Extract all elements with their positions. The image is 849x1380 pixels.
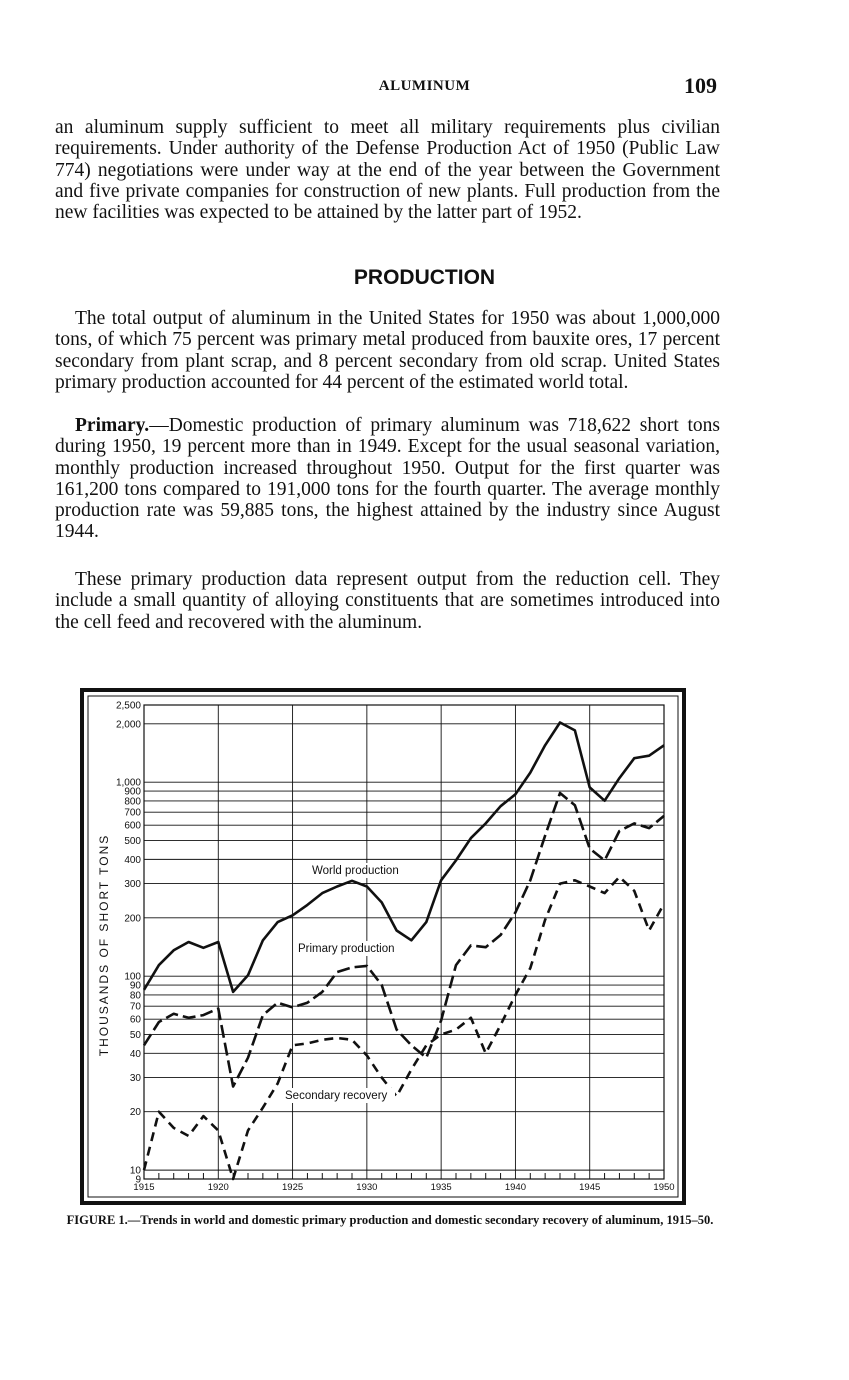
y-axis-label: THOUSANDS OF SHORT TONS: [97, 834, 111, 1056]
label-backdrop: [296, 941, 408, 956]
paragraph: Primary.—Domestic production of primary …: [55, 415, 720, 543]
y-tick-label: 400: [124, 855, 141, 866]
frame-inner: [87, 695, 679, 1198]
x-tick-label: 1920: [208, 1182, 229, 1193]
plot-area: [143, 704, 665, 1180]
series-line: [142, 721, 665, 994]
label-backdrop: [283, 1088, 395, 1103]
paragraph: The total output of aluminum in the Unit…: [55, 308, 720, 393]
y-tick-label: 1,000: [116, 778, 141, 789]
y-tick-label: 500: [124, 836, 141, 847]
x-tick-label: 1930: [356, 1182, 377, 1193]
figure-caption: FIGURE 1.—Trends in world and domestic p…: [66, 1213, 714, 1227]
running-title: ALUMINUM: [378, 78, 471, 94]
series-label: Primary production: [298, 943, 395, 955]
series-line: [142, 791, 665, 1088]
series-label: Secondary recovery: [285, 1090, 388, 1102]
y-tick-label: 300: [124, 879, 141, 890]
page-number: 109: [684, 73, 717, 98]
y-tick-label: 20: [130, 1107, 142, 1118]
y-tick-label: 40: [130, 1049, 142, 1060]
y-tick-label: 2,000: [116, 719, 141, 730]
y-tick-label: 50: [130, 1030, 142, 1041]
y-tick-label: 2,500: [116, 701, 141, 712]
series-label: World production: [312, 865, 399, 877]
y-tick-label: 100: [124, 972, 141, 983]
y-tick-label: 90: [130, 981, 142, 992]
section-heading: PRODUCTION: [353, 266, 496, 289]
y-tick-label: 600: [124, 821, 141, 832]
paragraph: These primary production data represent …: [55, 569, 720, 633]
y-tick-label: 30: [130, 1073, 142, 1084]
run-in-heading: Primary.: [75, 415, 150, 436]
x-tick-label: 1945: [579, 1182, 600, 1193]
y-tick-label: 800: [124, 796, 141, 807]
paragraph-text: —Domestic production of primary aluminum…: [55, 415, 720, 543]
series-line: [142, 875, 666, 1181]
y-tick-label: 10: [130, 1166, 142, 1177]
y-tick-label: 9: [135, 1175, 141, 1186]
x-tick-label: 1935: [431, 1182, 452, 1193]
y-tick-label: 60: [130, 1015, 142, 1026]
x-tick-label: 1915: [133, 1182, 154, 1193]
label-backdrop: [310, 863, 422, 878]
paragraph: an aluminum supply sufficient to meet al…: [55, 117, 720, 224]
x-tick-label: 1940: [505, 1182, 526, 1193]
y-tick-label: 700: [124, 808, 141, 819]
y-tick-label: 900: [124, 787, 141, 798]
x-tick-label: 1950: [653, 1182, 674, 1193]
x-tick-label: 1925: [282, 1182, 303, 1193]
frame-outer: [80, 688, 686, 1205]
y-tick-label: 200: [124, 913, 141, 924]
y-tick-label: 80: [130, 990, 142, 1001]
y-tick-label: 70: [130, 1002, 142, 1013]
